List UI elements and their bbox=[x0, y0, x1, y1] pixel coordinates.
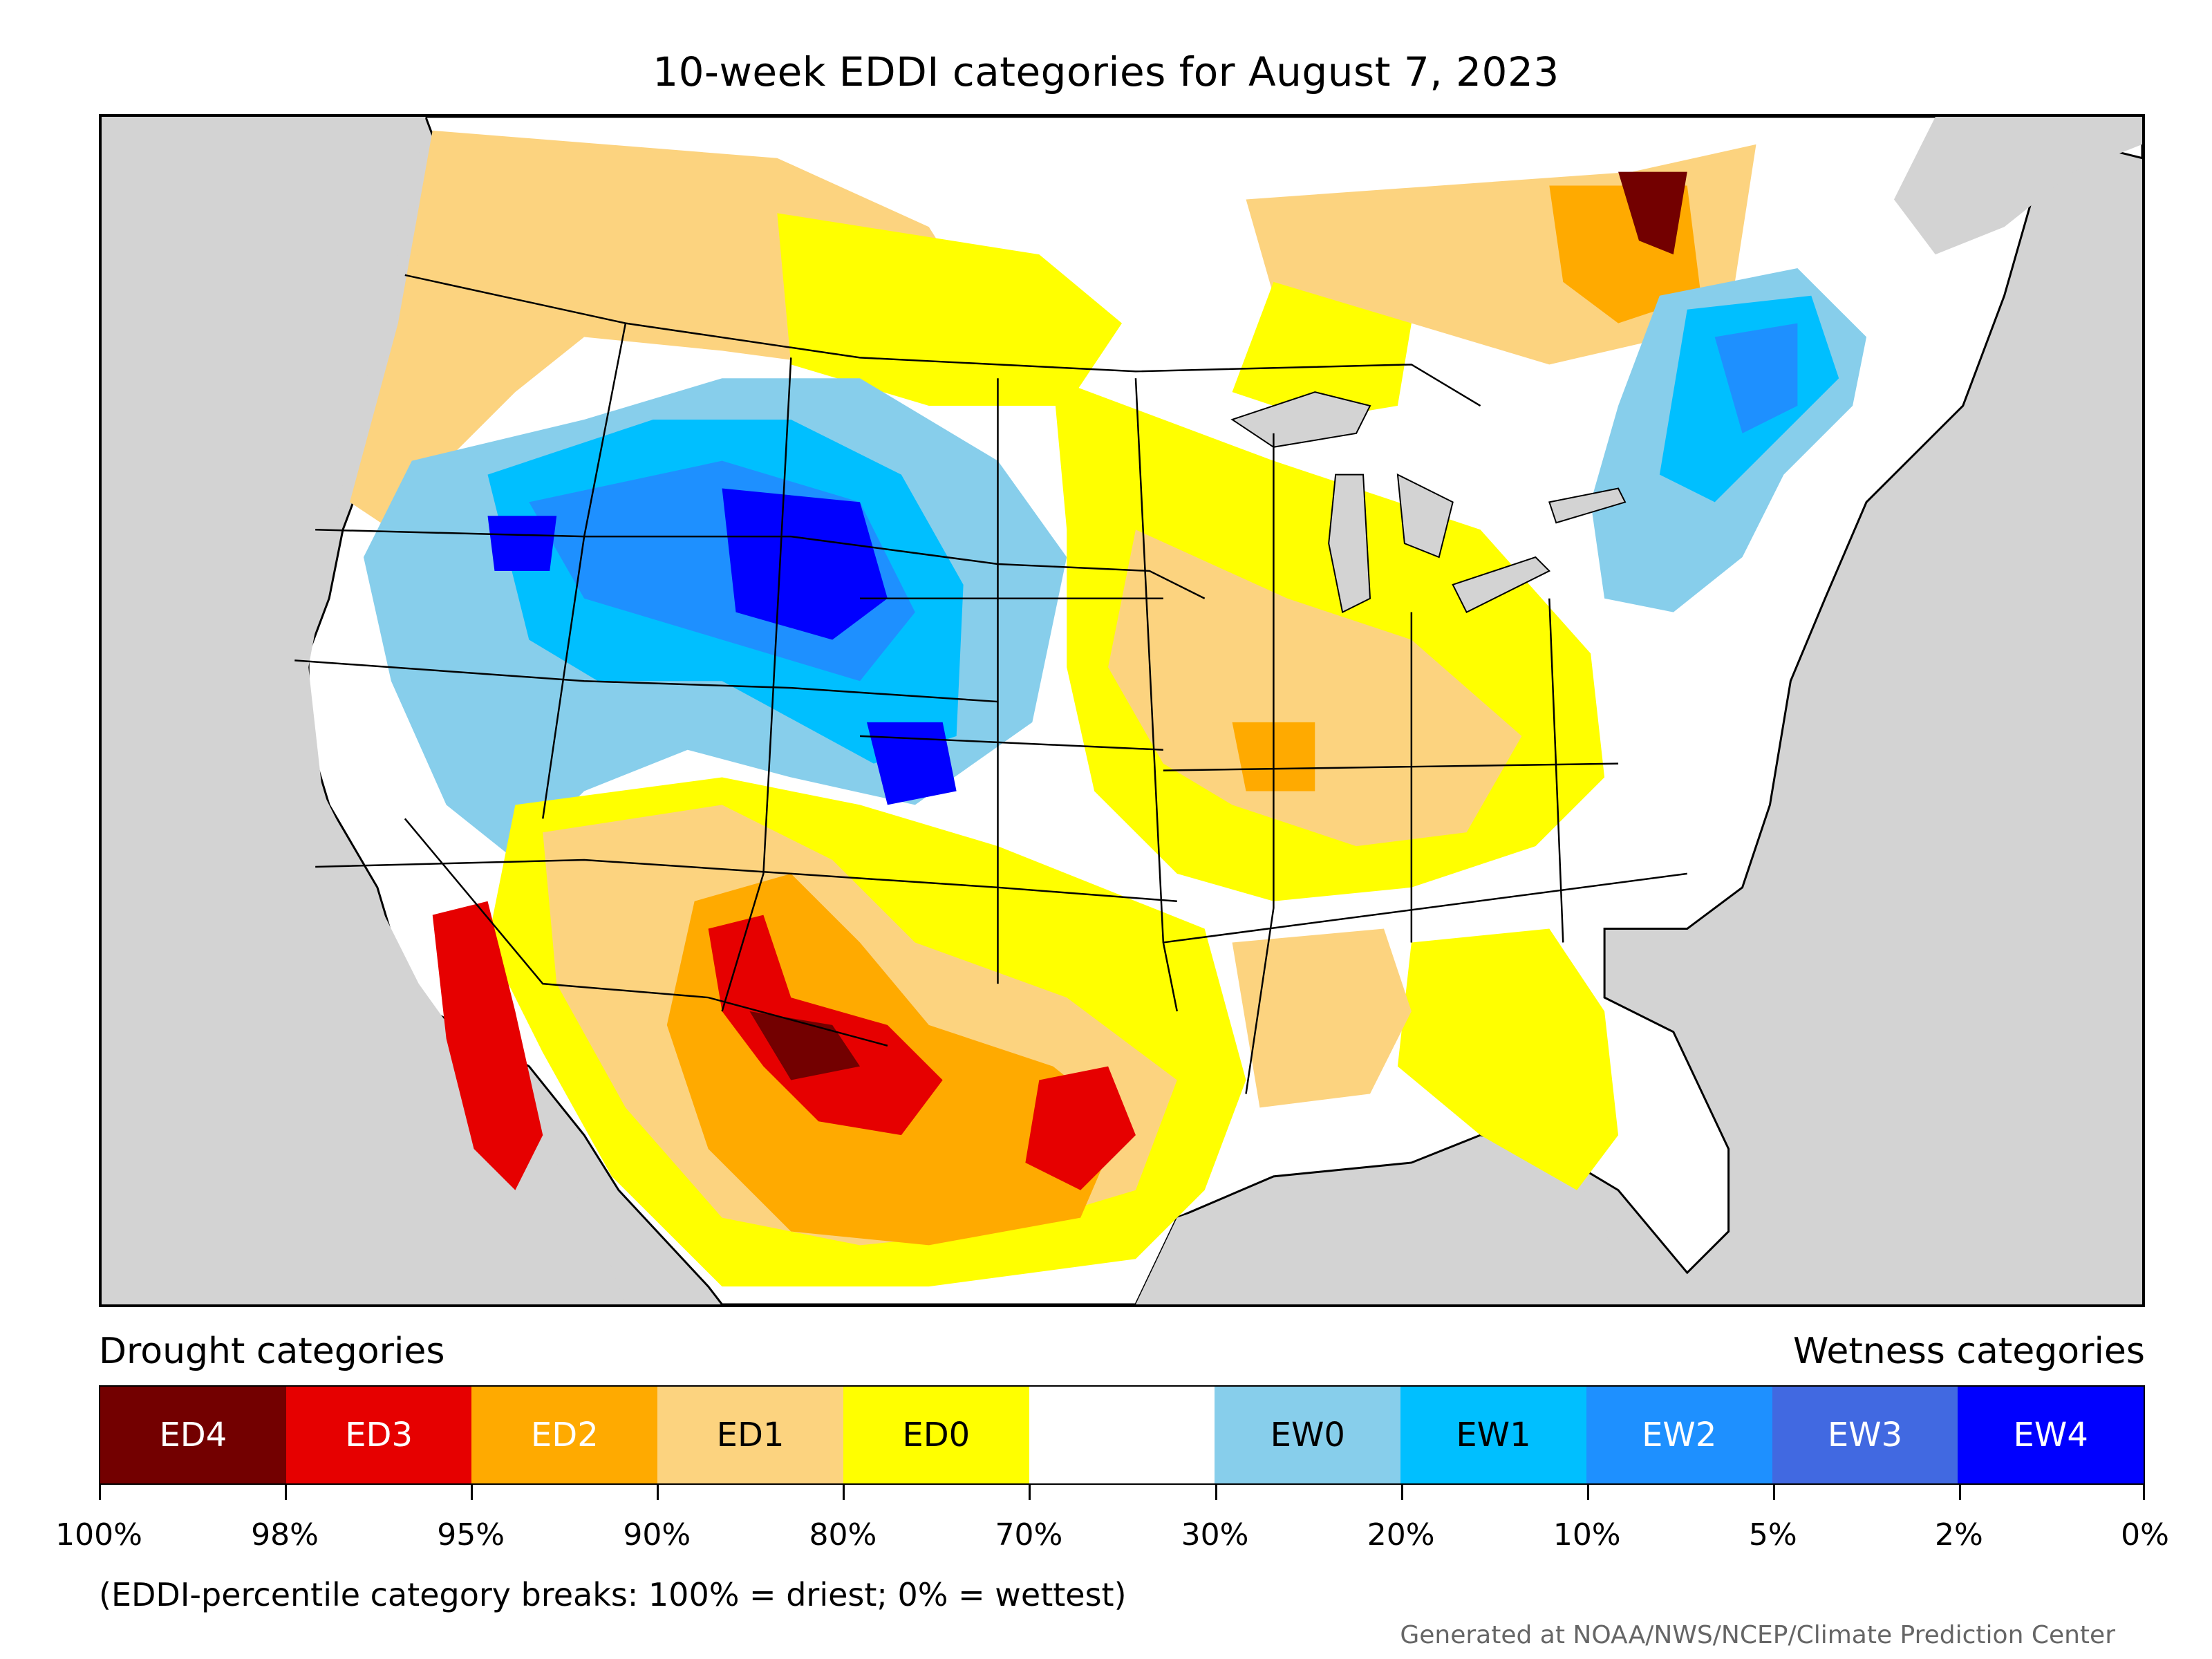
colorbar-box-ed1: ED1 bbox=[657, 1387, 843, 1483]
colorbar-tick bbox=[843, 1485, 845, 1500]
colorbar-box-neutral bbox=[1029, 1387, 1215, 1483]
map-title: 10-week EDDI categories for August 7, 20… bbox=[653, 48, 1559, 95]
colorbar-box-ed4: ED4 bbox=[100, 1387, 286, 1483]
colorbar-tick-label: 98% bbox=[251, 1517, 319, 1553]
colorbar-tick-label: 2% bbox=[1935, 1517, 1983, 1553]
pacific-ocean bbox=[102, 117, 626, 1304]
colorbar-box-ed0: ED0 bbox=[843, 1387, 1029, 1483]
colorbar-tick bbox=[657, 1485, 659, 1500]
colorbar-tick-label: 95% bbox=[437, 1517, 505, 1553]
great-lakes bbox=[1230, 391, 1627, 614]
eddi-map bbox=[99, 114, 2145, 1307]
colorbar-box-ed2: ED2 bbox=[471, 1387, 658, 1483]
colorbar-box-ew0: EW0 bbox=[1215, 1387, 1401, 1483]
colorbar-tick bbox=[1215, 1485, 1217, 1500]
category-breaks-note: (EDDI-percentile category breaks: 100% =… bbox=[99, 1576, 1127, 1613]
colorbar-tick bbox=[285, 1485, 288, 1500]
colorbar-tick-label: 100% bbox=[55, 1517, 142, 1553]
drought-categories-heading: Drought categories bbox=[99, 1331, 445, 1372]
colorbar-tick bbox=[1958, 1485, 1961, 1500]
category-colorbar: ED4 ED3 ED2 ED1 ED0 EW0 EW1 EW2 EW3 EW4 bbox=[99, 1385, 2145, 1485]
hudson-bay bbox=[1893, 117, 2142, 255]
colorbar-box-ed3: ED3 bbox=[285, 1387, 472, 1483]
wetness-categories-heading: Wetness categories bbox=[1793, 1331, 2145, 1372]
colorbar-tick-label: 5% bbox=[1748, 1517, 1797, 1553]
colorbar-box-ew3: EW3 bbox=[1772, 1387, 1958, 1483]
colorbar-box-ew4: EW4 bbox=[1958, 1387, 2144, 1483]
colorbar-tick bbox=[1586, 1485, 1589, 1500]
eddi-category-regions bbox=[350, 130, 1867, 1287]
colorbar-tick bbox=[99, 1485, 101, 1500]
gulf-of-mexico bbox=[1135, 1149, 1619, 1304]
colorbar-ticks bbox=[99, 1485, 2145, 1506]
colorbar-tick-label: 90% bbox=[623, 1517, 691, 1553]
colorbar-tick-label: 80% bbox=[809, 1517, 877, 1553]
colorbar-tick bbox=[2143, 1485, 2145, 1500]
political-borders bbox=[294, 274, 1687, 1094]
credit-line: Generated at NOAA/NWS/NCEP/Climate Predi… bbox=[1400, 1621, 2115, 1649]
map-canvas bbox=[102, 117, 2142, 1304]
colorbar-tick-label: 20% bbox=[1367, 1517, 1435, 1553]
colorbar-tick bbox=[1029, 1485, 1031, 1500]
colorbar-tick-label: 30% bbox=[1181, 1517, 1249, 1553]
colorbar-tick-label: 10% bbox=[1553, 1517, 1621, 1553]
colorbar-tick bbox=[471, 1485, 474, 1500]
colorbar-tick-label: 70% bbox=[995, 1517, 1063, 1553]
colorbar-tick bbox=[1772, 1485, 1775, 1500]
colorbar-tick-label: 0% bbox=[2121, 1517, 2169, 1553]
colorbar-box-ew2: EW2 bbox=[1586, 1387, 1772, 1483]
colorbar-tick bbox=[1400, 1485, 1403, 1500]
colorbar-box-ew1: EW1 bbox=[1400, 1387, 1586, 1483]
